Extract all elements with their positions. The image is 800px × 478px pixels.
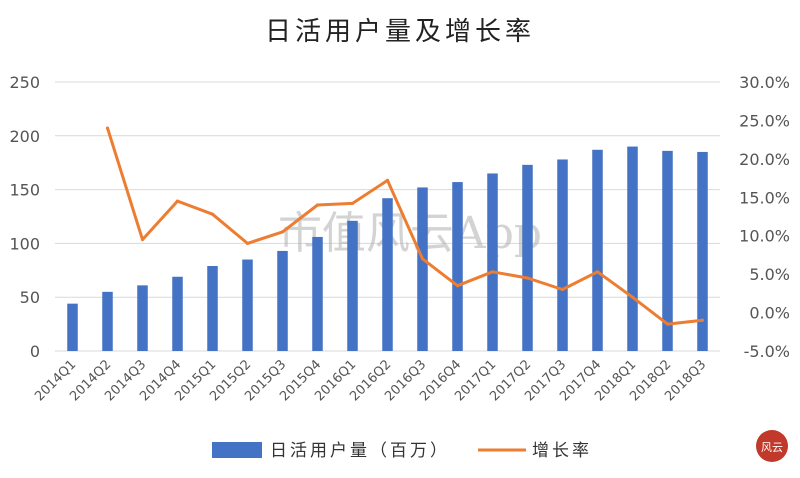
bar (487, 173, 498, 351)
bar (207, 265, 218, 351)
growth-point (210, 212, 215, 216)
growth-point (595, 270, 600, 274)
bar (522, 164, 533, 351)
right-tick-label: 25.0% (739, 111, 790, 130)
growth-point (560, 287, 565, 292)
right-tick-label: 15.0% (739, 188, 790, 207)
left-tick-label: 0 (30, 342, 40, 361)
left-tick-label: 250 (9, 73, 40, 92)
growth-point (630, 295, 635, 299)
bar (627, 146, 638, 351)
bar (137, 285, 148, 351)
legend-bar-swatch (212, 442, 262, 458)
bar (102, 291, 113, 351)
right-axis: -5.0% 0.0% 5.0% 10.0% 15.0% 20.0% 25.0% 30.0% (739, 73, 790, 361)
line-series (105, 126, 705, 326)
bar (347, 220, 358, 351)
bar (242, 259, 253, 351)
legend-bar-label: 日活用户量（百万） (270, 441, 450, 461)
bar (172, 276, 183, 351)
right-tick-label: 20.0% (739, 150, 790, 169)
growth-point (455, 284, 460, 288)
legend-line-label: 增长率 (532, 441, 592, 461)
growth-line (106, 127, 703, 326)
seal-text: 风云 (761, 441, 783, 454)
bar (557, 159, 568, 351)
left-axis: 0 50 100 150 200 250 (9, 73, 40, 361)
left-tick-label: 100 (9, 234, 40, 253)
right-tick-label: 0.0% (749, 304, 790, 323)
growth-point (420, 257, 425, 261)
bar (452, 182, 463, 351)
x-axis: 2014Q12014Q22014Q32014Q42015Q12015Q22015… (32, 357, 709, 404)
growth-point (175, 199, 180, 203)
growth-point (315, 203, 320, 207)
growth-point (350, 201, 355, 206)
chart-title: 日活用户量及增长率 (265, 17, 535, 47)
right-tick-label: 10.0% (739, 227, 790, 246)
seal-circle (756, 430, 788, 462)
seal-stamp: 风云 (756, 430, 788, 462)
growth-point (665, 322, 670, 326)
growth-point (490, 270, 495, 274)
growth-point (245, 241, 250, 245)
bar (382, 198, 393, 351)
left-tick-label: 50 (20, 288, 40, 307)
bar-series (67, 146, 708, 351)
left-tick-label: 150 (9, 181, 40, 200)
bar (697, 151, 708, 351)
growth-point (140, 237, 145, 242)
right-tick-label: 5.0% (749, 265, 790, 284)
bar (312, 236, 323, 351)
bar (277, 250, 288, 351)
growth-point (105, 126, 110, 130)
right-tick-label: 30.0% (739, 73, 790, 92)
bar (67, 303, 78, 351)
right-tick-label: -5.0% (744, 342, 790, 361)
bar (592, 149, 603, 351)
growth-point (525, 276, 530, 280)
legend: 日活用户量（百万） 增长率 (212, 441, 592, 461)
left-tick-label: 200 (9, 127, 40, 146)
bar (662, 150, 673, 351)
growth-point (280, 230, 285, 234)
growth-point (700, 318, 705, 322)
bar (417, 187, 428, 351)
growth-point (385, 178, 390, 182)
